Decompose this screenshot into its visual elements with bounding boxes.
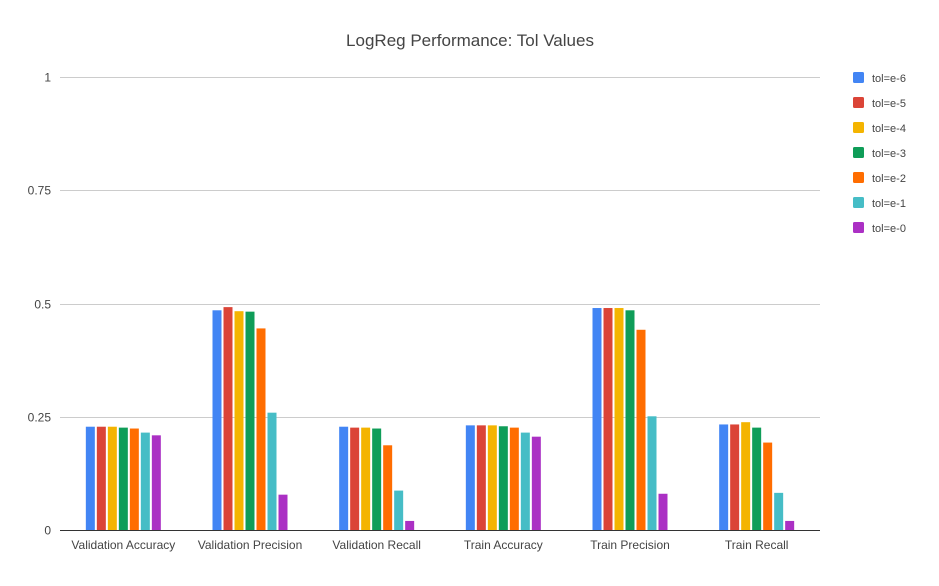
legend-item[interactable]: tol=e-0 xyxy=(853,222,906,235)
bar xyxy=(405,520,415,530)
y-tick-label: 0 xyxy=(44,524,51,538)
bar xyxy=(487,425,497,530)
x-tick-label: Train Recall xyxy=(725,538,789,552)
bar xyxy=(361,427,371,530)
legend[interactable]: tol=e-6 tol=e-5 tol=e-4 tol=e-3 tol=e-2 tol=e… xyxy=(853,72,906,235)
bar xyxy=(107,426,117,530)
bar xyxy=(383,445,393,530)
legend-item[interactable]: tol=e-5 xyxy=(853,97,906,110)
x-tick-label: Validation Recall xyxy=(332,538,421,552)
bar xyxy=(509,427,519,530)
bar xyxy=(85,426,95,530)
bar xyxy=(531,436,541,530)
legend-label: tol=e-4 xyxy=(872,123,906,135)
bar xyxy=(520,432,530,530)
y-tick-label: 0.25 xyxy=(28,411,52,425)
x-tick-label: Train Accuracy xyxy=(464,538,543,552)
bar xyxy=(614,308,624,530)
bar xyxy=(476,425,486,530)
y-tick-label: 0.5 xyxy=(34,298,51,312)
x-tick-label: Validation Precision xyxy=(198,538,303,552)
bar xyxy=(278,494,288,530)
bar xyxy=(752,427,762,530)
legend-swatch xyxy=(853,122,864,133)
bar xyxy=(140,432,150,530)
bar xyxy=(730,424,740,530)
legend-label: tol=e-2 xyxy=(872,173,906,185)
x-axis-ticks: Validation Accuracy Validation Precision V… xyxy=(71,538,788,552)
legend-label: tol=e-3 xyxy=(872,148,906,160)
legend-label: tol=e-0 xyxy=(872,223,906,235)
bar xyxy=(785,520,795,530)
legend-swatch xyxy=(853,197,864,208)
bar xyxy=(234,311,244,530)
bar xyxy=(498,426,508,530)
bar xyxy=(372,428,382,530)
legend-swatch xyxy=(853,72,864,83)
legend-item[interactable]: tol=e-6 xyxy=(853,72,906,85)
bar xyxy=(625,310,635,530)
bar xyxy=(267,412,277,530)
legend-swatch xyxy=(853,147,864,158)
x-tick-label: Validation Accuracy xyxy=(71,538,175,552)
bar xyxy=(774,492,784,530)
bar xyxy=(223,307,233,530)
bar xyxy=(658,493,668,530)
bar xyxy=(212,310,222,530)
legend-label: tol=e-5 xyxy=(872,98,906,110)
legend-item[interactable]: tol=e-1 xyxy=(853,197,906,210)
bar xyxy=(465,425,475,530)
bars xyxy=(85,307,795,530)
x-tick-label: Train Precision xyxy=(590,538,670,552)
bar xyxy=(592,308,602,530)
bar xyxy=(339,426,349,530)
legend-item[interactable]: tol=e-4 xyxy=(853,122,906,135)
bar xyxy=(741,422,751,530)
bar xyxy=(129,428,139,530)
legend-label: tol=e-6 xyxy=(872,73,906,85)
bar xyxy=(96,426,106,530)
gridlines xyxy=(60,77,820,418)
legend-swatch xyxy=(853,172,864,183)
bar xyxy=(647,416,657,530)
chart-title: LogReg Performance: Tol Values xyxy=(346,31,594,50)
bar xyxy=(636,329,646,530)
y-tick-label: 1 xyxy=(44,71,51,85)
bar xyxy=(118,427,128,530)
legend-item[interactable]: tol=e-3 xyxy=(853,147,906,160)
legend-item[interactable]: tol=e-2 xyxy=(853,172,906,185)
legend-label: tol=e-1 xyxy=(872,198,906,210)
legend-swatch xyxy=(853,97,864,108)
bar xyxy=(245,311,255,530)
bar xyxy=(151,435,161,530)
bar xyxy=(719,424,729,530)
y-tick-label: 0.75 xyxy=(28,184,52,198)
bar xyxy=(394,490,404,530)
bar xyxy=(603,308,613,530)
bar xyxy=(763,442,773,530)
bar xyxy=(256,328,266,530)
y-axis-ticks: 0 0.25 0.5 0.75 1 xyxy=(28,71,52,538)
bar xyxy=(350,427,360,530)
legend-swatch xyxy=(853,222,864,233)
